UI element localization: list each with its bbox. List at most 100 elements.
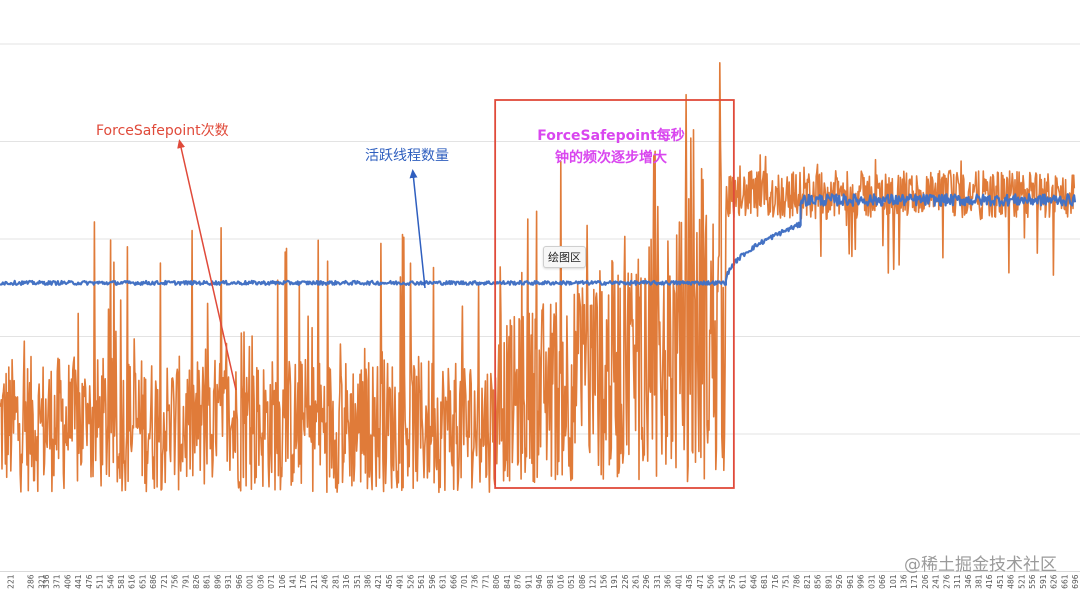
- x-tick-label: 8261: [632, 574, 641, 589]
- x-tick-label: 8926: [835, 574, 844, 589]
- x-tick-label: 7666: [449, 574, 458, 589]
- x-tick-label: 8716: [771, 574, 780, 589]
- x-tick-label: 6406: [63, 574, 72, 589]
- annotation-frequency-line1: ForceSafepoint每秒: [537, 127, 685, 144]
- x-tick-label: 9276: [942, 574, 951, 589]
- x-tick-label: 7946: [535, 574, 544, 589]
- x-tick-label: 7001: [246, 574, 255, 589]
- watermark: @稀土掘金技术社区: [904, 555, 1057, 575]
- x-tick-label: 8961: [846, 574, 855, 589]
- x-tick-label: 9451: [996, 574, 1005, 589]
- series-active-threads: [0, 193, 1077, 286]
- x-tick-label: 9626: [1050, 574, 1059, 589]
- x-tick-label: 7841: [503, 574, 512, 589]
- x-tick-label: 8856: [814, 574, 823, 589]
- x-tick-label: 8541: [717, 574, 726, 589]
- x-tick-label: 8611: [739, 574, 748, 589]
- x-tick-label: 7736: [471, 574, 480, 589]
- x-tick-label: 8331: [653, 574, 662, 589]
- highlight-box-group: [494, 99, 735, 489]
- x-tick-label: 7071: [267, 574, 276, 589]
- x-tick-label: 8086: [578, 574, 587, 589]
- x-tick-label: 7491: [396, 574, 405, 589]
- x-tick-label: 7386: [364, 574, 373, 589]
- x-tick-label: 8751: [782, 574, 791, 589]
- x-tick-label: 6616: [128, 574, 137, 589]
- x-tick-label: 6371: [53, 574, 62, 589]
- x-tick-label: 6321: [37, 574, 46, 589]
- x-tick-label: 8226: [621, 574, 630, 589]
- x-tick-label: 9591: [1039, 574, 1048, 589]
- x-tick-label: 7806: [492, 574, 501, 589]
- x-tick-label: 7771: [481, 574, 490, 589]
- x-tick-label: 7561: [417, 574, 426, 589]
- x-tick-label: 9311: [953, 574, 962, 589]
- x-tick-label: 9066: [878, 574, 887, 589]
- x-tick-label: 9136: [900, 574, 909, 589]
- x-tick-label: 6896: [214, 574, 223, 589]
- plot-area-tooltip: 绘图区: [543, 246, 586, 268]
- x-tick-label: 6221: [7, 574, 16, 589]
- x-tick-label: 7526: [406, 574, 415, 589]
- x-tick-label: 8681: [760, 574, 769, 589]
- x-tick-label: 9206: [921, 574, 930, 589]
- arrow-forcesafepoint: [177, 139, 237, 391]
- annotation-active-threads: 活跃线程数量: [365, 148, 449, 164]
- x-tick-label: 7106: [278, 574, 287, 589]
- x-tick-label: 7246: [321, 574, 330, 589]
- x-tick-label: 9521: [1017, 574, 1026, 589]
- highlight-box: [494, 99, 735, 489]
- x-tick-label: 8506: [707, 574, 716, 589]
- annotation-forcesafepoint: ForceSafepoint次数: [96, 123, 229, 139]
- x-tick-label: 6861: [203, 574, 212, 589]
- x-tick-label: 8296: [642, 574, 651, 589]
- x-tick-label: 6791: [181, 574, 190, 589]
- x-tick-label: 9031: [867, 574, 876, 589]
- annotation-frequency-line2: 钟的频次逐步增大: [555, 149, 667, 166]
- annotation-arrows: [177, 139, 426, 391]
- x-tick-label: 6686: [149, 574, 158, 589]
- x-tick-label: 9416: [985, 574, 994, 589]
- x-tick-label: 6476: [85, 574, 94, 589]
- x-tick-label: 7596: [428, 574, 437, 589]
- x-tick-label: 8121: [589, 574, 598, 589]
- x-tick-label: 9381: [975, 574, 984, 589]
- x-tick-label: 6931: [224, 574, 233, 589]
- x-tick-label: 7876: [514, 574, 523, 589]
- x-tick-label: 7211: [310, 574, 319, 589]
- x-tick-label: 7281: [331, 574, 340, 589]
- x-tick-label: 7456: [385, 574, 394, 589]
- x-tick-label: 6336: [42, 574, 51, 589]
- x-tick-label: 8996: [857, 574, 866, 589]
- x-tick-label: 8786: [792, 574, 801, 589]
- x-tick-label: 8821: [803, 574, 812, 589]
- x-tick-label: 9696: [1071, 574, 1080, 589]
- x-tick-label: 7911: [524, 574, 533, 589]
- x-tick-label: 8366: [664, 574, 673, 589]
- x-tick-label: 8576: [728, 574, 737, 589]
- x-tick-label: 7316: [342, 574, 351, 589]
- x-tick-label: 8016: [557, 574, 566, 589]
- x-tick-label: 8401: [674, 574, 683, 589]
- x-tick-label: 7351: [353, 574, 362, 589]
- x-tick-label: 7981: [546, 574, 555, 589]
- x-tick-label: 9556: [1028, 574, 1037, 589]
- x-tick-label: 7036: [256, 574, 265, 589]
- annotations: ForceSafepoint次数 活跃线程数量 ForceSafepoint每秒…: [96, 123, 685, 166]
- x-tick-label: 7701: [460, 574, 469, 589]
- x-tick-label: 7176: [299, 574, 308, 589]
- x-tick-label: 9346: [964, 574, 973, 589]
- x-tick-label: 9241: [932, 574, 941, 589]
- x-tick-label: 6441: [74, 574, 83, 589]
- x-tick-label: 9661: [1060, 574, 1069, 589]
- x-tick-label: 9486: [1007, 574, 1016, 589]
- x-tick-label: 6721: [160, 574, 169, 589]
- arrow-active-threads: [409, 169, 426, 289]
- x-tick-label: 8891: [825, 574, 834, 589]
- x-tick-label: 9171: [910, 574, 919, 589]
- x-tick-label: 6511: [96, 574, 105, 589]
- x-tick-label: 7421: [374, 574, 383, 589]
- x-tick-label: 7141: [289, 574, 298, 589]
